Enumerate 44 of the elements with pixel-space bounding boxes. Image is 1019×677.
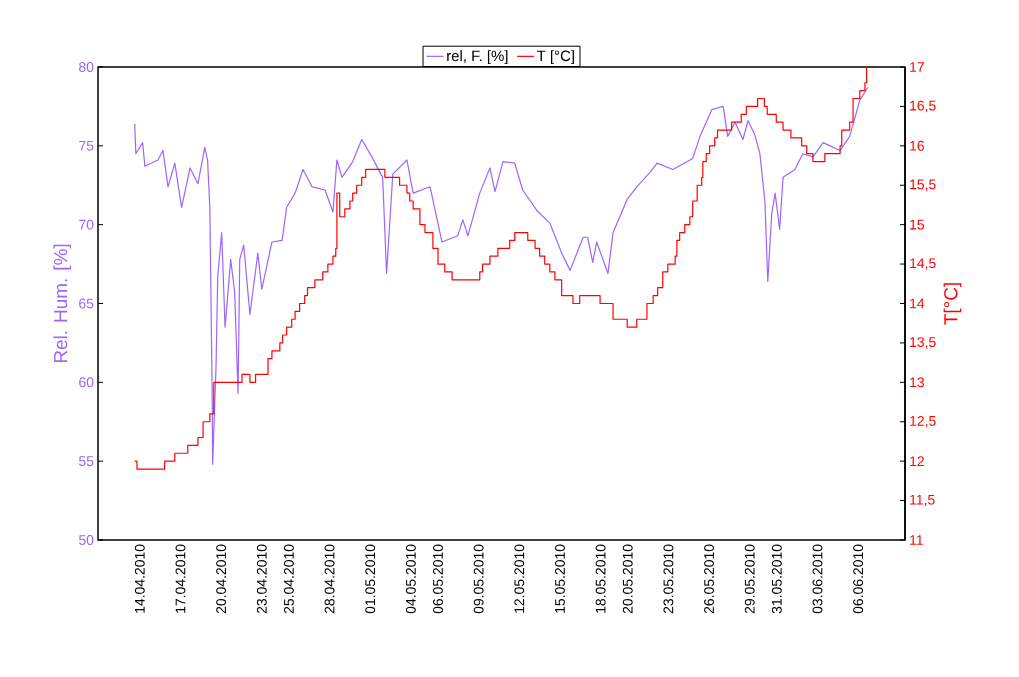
x-tick-label: 04.05.2010 <box>405 544 416 614</box>
y2-tick-label: 17 <box>910 62 924 72</box>
y2-axis-title: T[°C] <box>943 283 962 325</box>
x-tick-label: 12.05.2010 <box>514 544 525 613</box>
x-tick-label: 01.05.2010 <box>365 544 376 614</box>
y2-tick-label: 14 <box>910 298 925 309</box>
y2-tick-label: 16,5 <box>910 100 936 113</box>
y2-tick-label: 15 <box>910 219 925 230</box>
x-tick-label: 23.05.2010 <box>663 544 674 614</box>
y2-tick-label: 15,5 <box>910 179 936 191</box>
y-tick-label: 75 <box>79 140 94 151</box>
y2-tick-label: 12,5 <box>910 415 936 428</box>
legend-label: T [°C] <box>537 50 574 65</box>
y-tick-label: 55 <box>78 456 94 467</box>
y2-tick-label: 12 <box>910 456 924 467</box>
x-tick-label: 09.05.2010 <box>473 544 484 614</box>
x-tick-label: 26.05.2010 <box>704 544 714 614</box>
y-tick-label: 80 <box>79 62 94 72</box>
x-tick-label: 06.05.2010 <box>433 544 443 614</box>
y-tick-label: 50 <box>78 535 94 545</box>
y-tick-label: 70 <box>79 219 94 230</box>
x-tick-label: 25.04.2010 <box>283 544 294 614</box>
x-tick-label: 28.04.2010 <box>324 544 335 614</box>
x-tick-label: 23.04.2010 <box>256 544 267 614</box>
x-tick-label: 15.05.2010 <box>555 544 565 613</box>
y2-tick-label: 13,5 <box>910 337 936 349</box>
x-tick-label: 31.05.2010 <box>771 544 782 614</box>
x-tick-label: 06.06.2010 <box>853 544 864 614</box>
x-tick-label: 20.04.2010 <box>216 544 227 614</box>
y2-tick-label: 16 <box>910 140 924 151</box>
x-tick-label: 29.05.2010 <box>744 544 755 614</box>
legend-label: rel, F. [%] <box>447 50 508 65</box>
y2-tick-label: 13 <box>910 377 924 388</box>
y-axis-title: Rel. Hum. [%] <box>53 244 72 363</box>
x-tick-label: 14.04.2010 <box>134 544 145 613</box>
y-tick-label: 60 <box>79 377 94 388</box>
x-tick-label: 17.04.2010 <box>175 544 186 613</box>
y-tick-label: 65 <box>79 298 94 309</box>
x-tick-label: 20.05.2010 <box>622 544 633 614</box>
y2-tick-label: 14,5 <box>910 258 936 270</box>
x-tick-label: 03.06.2010 <box>812 544 823 614</box>
x-tick-label: 18.05.2010 <box>595 544 606 613</box>
y2-tick-label: 11,5 <box>910 494 935 507</box>
y2-tick-label: 11 <box>910 535 923 545</box>
